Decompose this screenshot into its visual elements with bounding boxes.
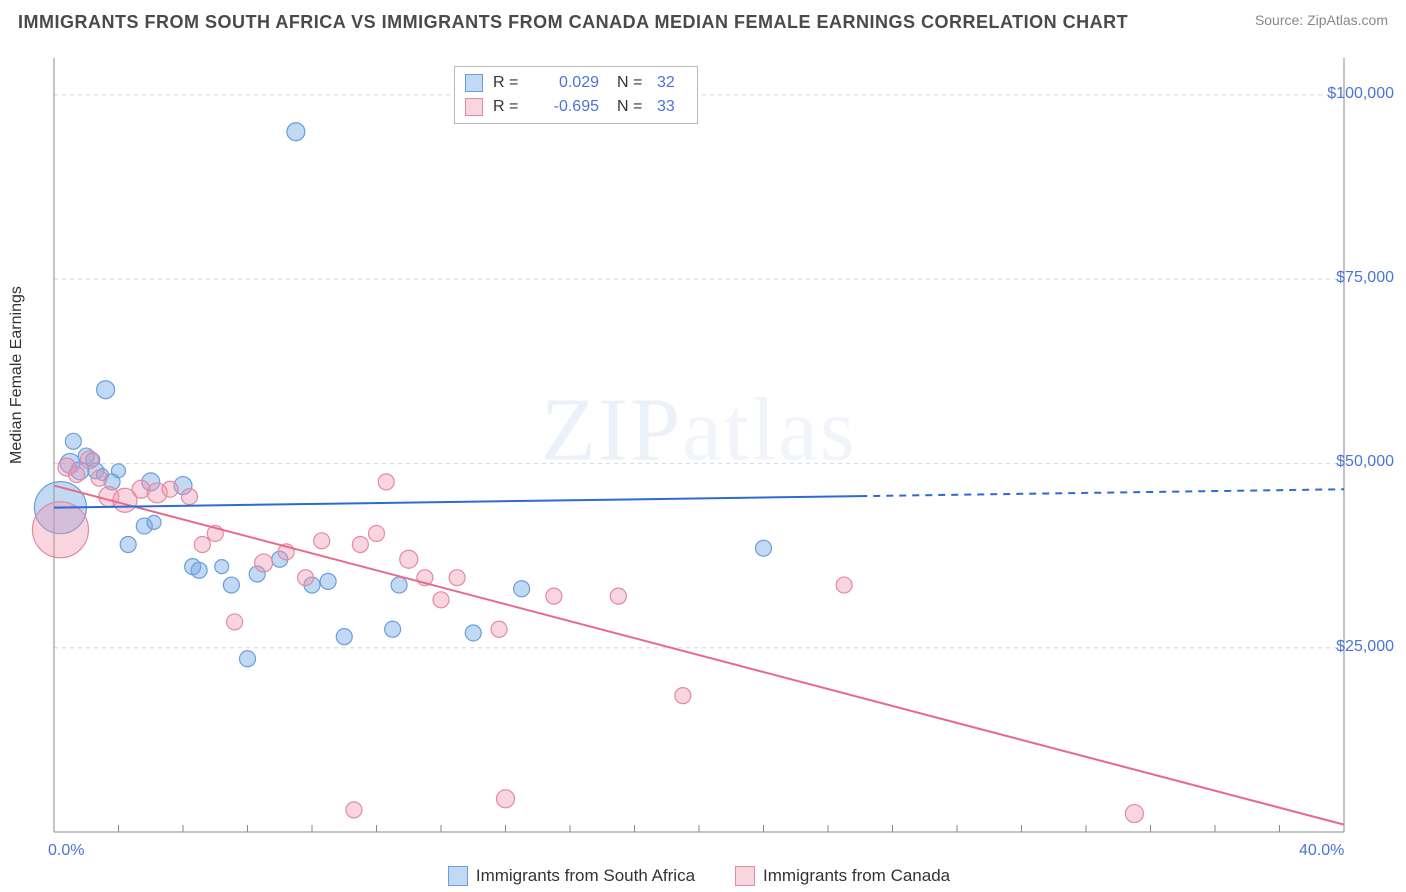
legend-swatch xyxy=(465,98,483,116)
n-label: N = xyxy=(617,74,647,92)
source-value: ZipAtlas.com xyxy=(1307,12,1388,28)
legend-swatch xyxy=(465,74,483,92)
r-label: R = xyxy=(493,98,529,116)
legend-swatch xyxy=(735,866,755,886)
n-value: 33 xyxy=(657,98,687,116)
chart-source: Source: ZipAtlas.com xyxy=(1255,12,1388,28)
r-value: 0.029 xyxy=(539,74,599,92)
source-label: Source: xyxy=(1255,12,1307,28)
correlation-legend-row: R = 0.029 N = 32 xyxy=(465,71,687,95)
y-tick-label: $75,000 xyxy=(1336,269,1394,287)
series-legend-label: Immigrants from South Africa xyxy=(476,866,695,886)
x-tick-label: 0.0% xyxy=(48,842,84,860)
y-tick-label: $25,000 xyxy=(1336,638,1394,656)
y-tick-label: $50,000 xyxy=(1336,453,1394,471)
correlation-legend: R = 0.029 N = 32 R = -0.695 N = 33 xyxy=(454,66,698,124)
n-value: 32 xyxy=(657,74,687,92)
y-axis-label: Median Female Earnings xyxy=(8,286,26,464)
legend-swatch xyxy=(448,866,468,886)
chart-title: IMMIGRANTS FROM SOUTH AFRICA VS IMMIGRAN… xyxy=(18,12,1128,33)
correlation-legend-row: R = -0.695 N = 33 xyxy=(465,95,687,119)
chart-area: Median Female Earnings ZIPatlas $25,000$… xyxy=(0,44,1406,892)
r-label: R = xyxy=(493,74,529,92)
plot-region: ZIPatlas $25,000$50,000$75,000$100,0000.… xyxy=(54,58,1344,832)
chart-header: IMMIGRANTS FROM SOUTH AFRICA VS IMMIGRAN… xyxy=(0,0,1406,39)
series-legend: Immigrants from South Africa Immigrants f… xyxy=(54,866,1344,886)
r-value: -0.695 xyxy=(539,98,599,116)
series-legend-item: Immigrants from Canada xyxy=(735,866,950,886)
series-legend-item: Immigrants from South Africa xyxy=(448,866,695,886)
series-legend-label: Immigrants from Canada xyxy=(763,866,950,886)
x-tick-label: 40.0% xyxy=(1299,842,1344,860)
n-label: N = xyxy=(617,98,647,116)
y-tick-label: $100,000 xyxy=(1327,85,1394,103)
plot-svg xyxy=(54,58,1344,832)
